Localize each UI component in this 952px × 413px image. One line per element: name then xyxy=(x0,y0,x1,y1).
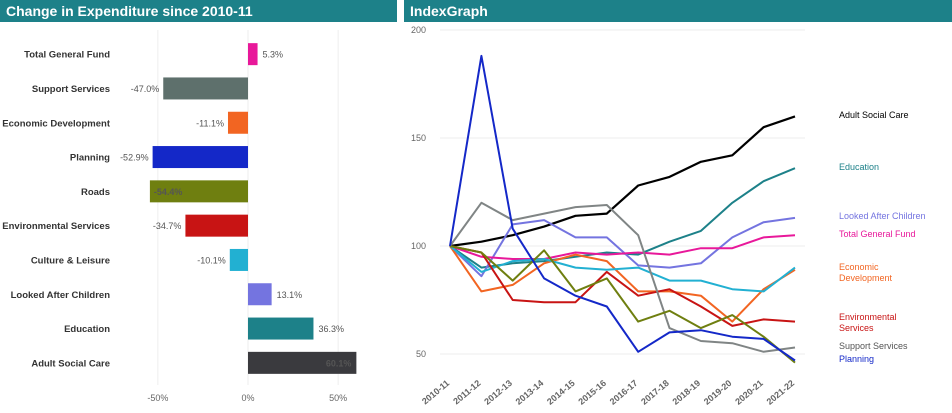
series-end-label: Support Services xyxy=(839,341,908,351)
bar xyxy=(248,317,314,340)
line-x-tick-label: 2013-14 xyxy=(514,378,546,407)
bar-value-label: 5.3% xyxy=(263,50,284,60)
series-line xyxy=(449,245,796,327)
bar-value-label: -34.7% xyxy=(153,221,182,231)
bar xyxy=(185,214,248,237)
series-end-label: Adult Social Care xyxy=(839,110,909,120)
line-x-tick-label: 2017-18 xyxy=(639,378,671,407)
bar-value-label: -11.1% xyxy=(196,118,224,128)
line-x-tick-label: 2010-11 xyxy=(420,378,451,407)
line-y-tick-label: 200 xyxy=(411,25,426,35)
series-line xyxy=(449,245,796,293)
bar-value-label: -52.9% xyxy=(120,153,149,163)
bar-category-label: Support Services xyxy=(32,84,110,95)
series-end-label: Environmental Services xyxy=(839,312,897,333)
line-x-tick-label: 2019-20 xyxy=(702,378,734,407)
series-end-label: Economic Development xyxy=(839,262,893,283)
line-x-tick-label: 2018-19 xyxy=(670,378,702,407)
bar-value-label: -10.1% xyxy=(197,255,226,265)
series-line xyxy=(449,245,796,364)
series-line xyxy=(449,54,796,362)
line-x-tick-label: 2011-12 xyxy=(451,378,482,407)
series-end-label: Education xyxy=(839,162,879,172)
bar-value-label: 60.1% xyxy=(326,358,352,368)
bar-category-label: Planning xyxy=(70,153,110,164)
bar xyxy=(149,180,248,203)
bar-chart: -50% 0% 50% Total General Fund 5.3% Support S… xyxy=(2,30,357,403)
series-end-label: Looked After Children xyxy=(839,211,926,221)
series-line xyxy=(449,245,796,323)
bar-category-label: Environmental Services xyxy=(2,221,110,232)
bar xyxy=(227,111,248,134)
line-chart-title: IndexGraph xyxy=(404,0,952,22)
bar-category-label: Economic Development xyxy=(2,118,111,129)
line-y-tick-label: 100 xyxy=(411,241,426,251)
bar-value-label: -54.4% xyxy=(154,187,183,197)
bar xyxy=(248,351,357,374)
bar-value-label: 36.3% xyxy=(318,324,344,334)
bar-category-label: Culture & Leisure xyxy=(31,255,110,266)
line-y-tick-label: 150 xyxy=(411,133,426,143)
series-line xyxy=(449,234,796,260)
bar-x-tick-label: 0% xyxy=(241,393,254,403)
bar-value-label: 13.1% xyxy=(277,290,303,300)
series-line xyxy=(449,201,796,353)
line-x-tick-label: 2016-17 xyxy=(608,378,640,407)
line-x-tick-label: 2021-22 xyxy=(765,378,797,407)
line-y-tick-label: 50 xyxy=(416,349,426,359)
bar-category-label: Adult Social Care xyxy=(31,358,110,369)
bar-category-label: Total General Fund xyxy=(24,50,110,61)
bar xyxy=(248,43,258,66)
bar-value-label: -47.0% xyxy=(131,84,160,94)
bar-chart-title: Change in Expenditure since 2010-11 xyxy=(0,0,397,22)
bar-x-tick-label: 50% xyxy=(329,393,347,403)
line-x-tick-label: 2020-21 xyxy=(733,378,765,407)
series-line xyxy=(449,115,796,248)
bar xyxy=(229,248,248,271)
line-x-tick-label: 2012-13 xyxy=(482,378,514,407)
series-end-label: Planning xyxy=(839,354,874,364)
bar-category-label: Looked After Children xyxy=(11,290,111,301)
bar xyxy=(152,146,248,169)
line-x-tick-label: 2015-16 xyxy=(576,378,608,407)
bar xyxy=(248,283,272,306)
bar-category-label: Roads xyxy=(81,187,110,198)
bar xyxy=(163,77,248,100)
bar-x-tick-label: -50% xyxy=(147,393,168,403)
series-line xyxy=(449,216,796,278)
series-end-label: Total General Fund xyxy=(839,229,916,239)
bar-category-label: Education xyxy=(64,324,110,335)
line-x-tick-label: 2014-15 xyxy=(545,378,577,407)
